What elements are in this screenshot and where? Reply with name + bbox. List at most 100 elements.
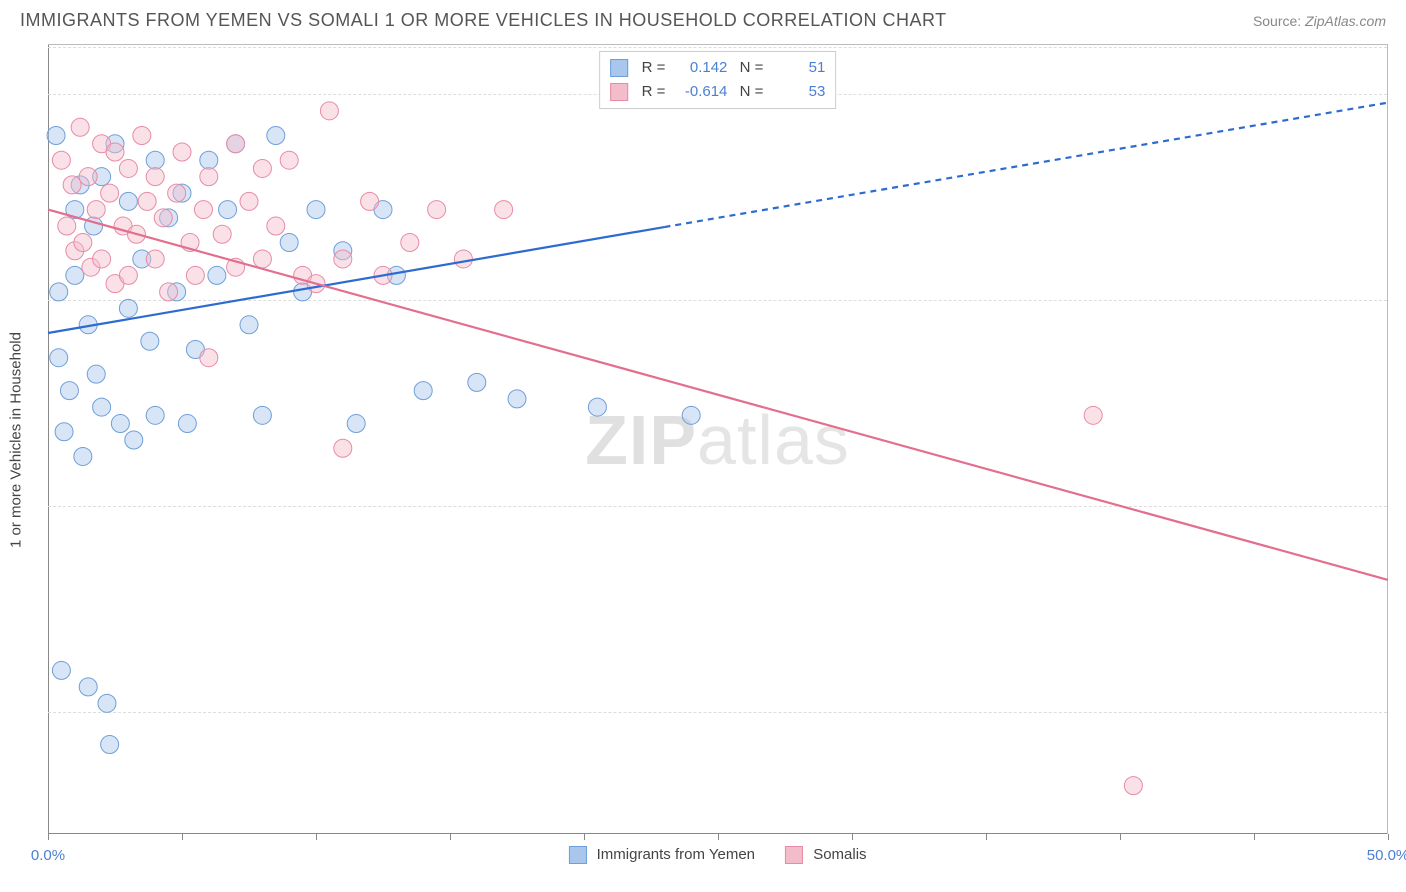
scatter-point [101,184,119,202]
scatter-point [588,398,606,416]
scatter-point [428,201,446,219]
r-value-yemen: 0.142 [673,56,727,80]
source-label: Source: [1253,13,1301,29]
scatter-point [87,201,105,219]
scatter-point [52,151,70,169]
scatter-point [267,217,285,235]
source-value: ZipAtlas.com [1305,13,1386,29]
scatter-point [71,118,89,136]
swatch-yemen-icon [568,846,586,864]
scatter-point [87,365,105,383]
scatter-point [280,234,298,252]
scatter-point [219,201,237,219]
scatter-point [508,390,526,408]
scatter-point [52,661,70,679]
scatter-point [240,192,258,210]
scatter-point [334,439,352,457]
legend-item-somali: Somalis [785,846,867,864]
scatter-point [125,431,143,449]
scatter-point [119,192,137,210]
scatter-point [200,168,218,186]
scatter-point [253,250,271,268]
scatter-point [79,678,97,696]
scatter-point [1084,406,1102,424]
series-legend: Immigrants from Yemen Somalis [568,846,866,864]
legend-item-yemen: Immigrants from Yemen [568,846,755,864]
scatter-point [178,415,196,433]
scatter-point [194,201,212,219]
scatter-point [55,423,73,441]
scatter-point [60,382,78,400]
scatter-point [101,735,119,753]
scatter-point [468,373,486,391]
source-attribution: Source: ZipAtlas.com [1253,13,1386,29]
scatter-point [66,266,84,284]
correlation-row-yemen: R = 0.142 N = 51 [610,56,826,80]
scatter-point [307,201,325,219]
y-axis-label: 1 or more Vehicles in Household [8,332,25,548]
scatter-point [160,283,178,301]
scatter-point [401,234,419,252]
legend-label-somali: Somalis [813,846,866,863]
scatter-point [200,151,218,169]
x-tick-label: 0.0% [31,847,65,864]
correlation-legend: R = 0.142 N = 51 R = -0.614 N = 53 [599,51,837,109]
scatter-point [74,234,92,252]
scatter-point [50,349,68,367]
scatter-point [173,143,191,161]
scatter-point [146,168,164,186]
scatter-point [138,192,156,210]
chart-container: 1 or more Vehicles in Household 62.5%87.… [48,44,1388,834]
swatch-somali-icon [785,846,803,864]
legend-label-yemen: Immigrants from Yemen [597,846,755,863]
scatter-point [106,143,124,161]
header: IMMIGRANTS FROM YEMEN VS SOMALI 1 OR MOR… [0,0,1406,35]
scatter-point [146,250,164,268]
scatter-point [454,250,472,268]
n-value-somali: 53 [771,80,825,104]
x-tick [1388,834,1389,840]
scatter-point [168,184,186,202]
scatter-point [320,102,338,120]
scatter-point [186,266,204,284]
scatter-point [495,201,513,219]
scatter-point [280,151,298,169]
scatter-point [119,159,137,177]
scatter-point [267,127,285,145]
scatter-point [334,250,352,268]
scatter-point [347,415,365,433]
scatter-point [50,283,68,301]
scatter-point [141,332,159,350]
scatter-point [93,250,111,268]
scatter-point [119,266,137,284]
scatter-point [58,217,76,235]
scatter-point [47,127,65,145]
scatter-point [414,382,432,400]
scatter-point [74,447,92,465]
scatter-point [208,266,226,284]
plot-svg [48,45,1388,835]
scatter-point [682,406,700,424]
swatch-yemen [610,59,628,77]
n-value-yemen: 51 [771,56,825,80]
scatter-point [79,168,97,186]
x-tick-label: 50.0% [1367,847,1406,864]
scatter-point [154,209,172,227]
scatter-point [253,406,271,424]
scatter-point [253,159,271,177]
scatter-point [1124,777,1142,795]
chart-title: IMMIGRANTS FROM YEMEN VS SOMALI 1 OR MOR… [20,10,947,31]
scatter-point [111,415,129,433]
scatter-point [93,398,111,416]
scatter-point [213,225,231,243]
r-value-somali: -0.614 [673,80,727,104]
scatter-point [146,151,164,169]
scatter-point [200,349,218,367]
scatter-point [63,176,81,194]
scatter-point [98,694,116,712]
scatter-point [146,406,164,424]
scatter-point [227,135,245,153]
y-tick-label: 62.5% [1392,703,1406,720]
scatter-point [133,127,151,145]
swatch-somali [610,83,628,101]
